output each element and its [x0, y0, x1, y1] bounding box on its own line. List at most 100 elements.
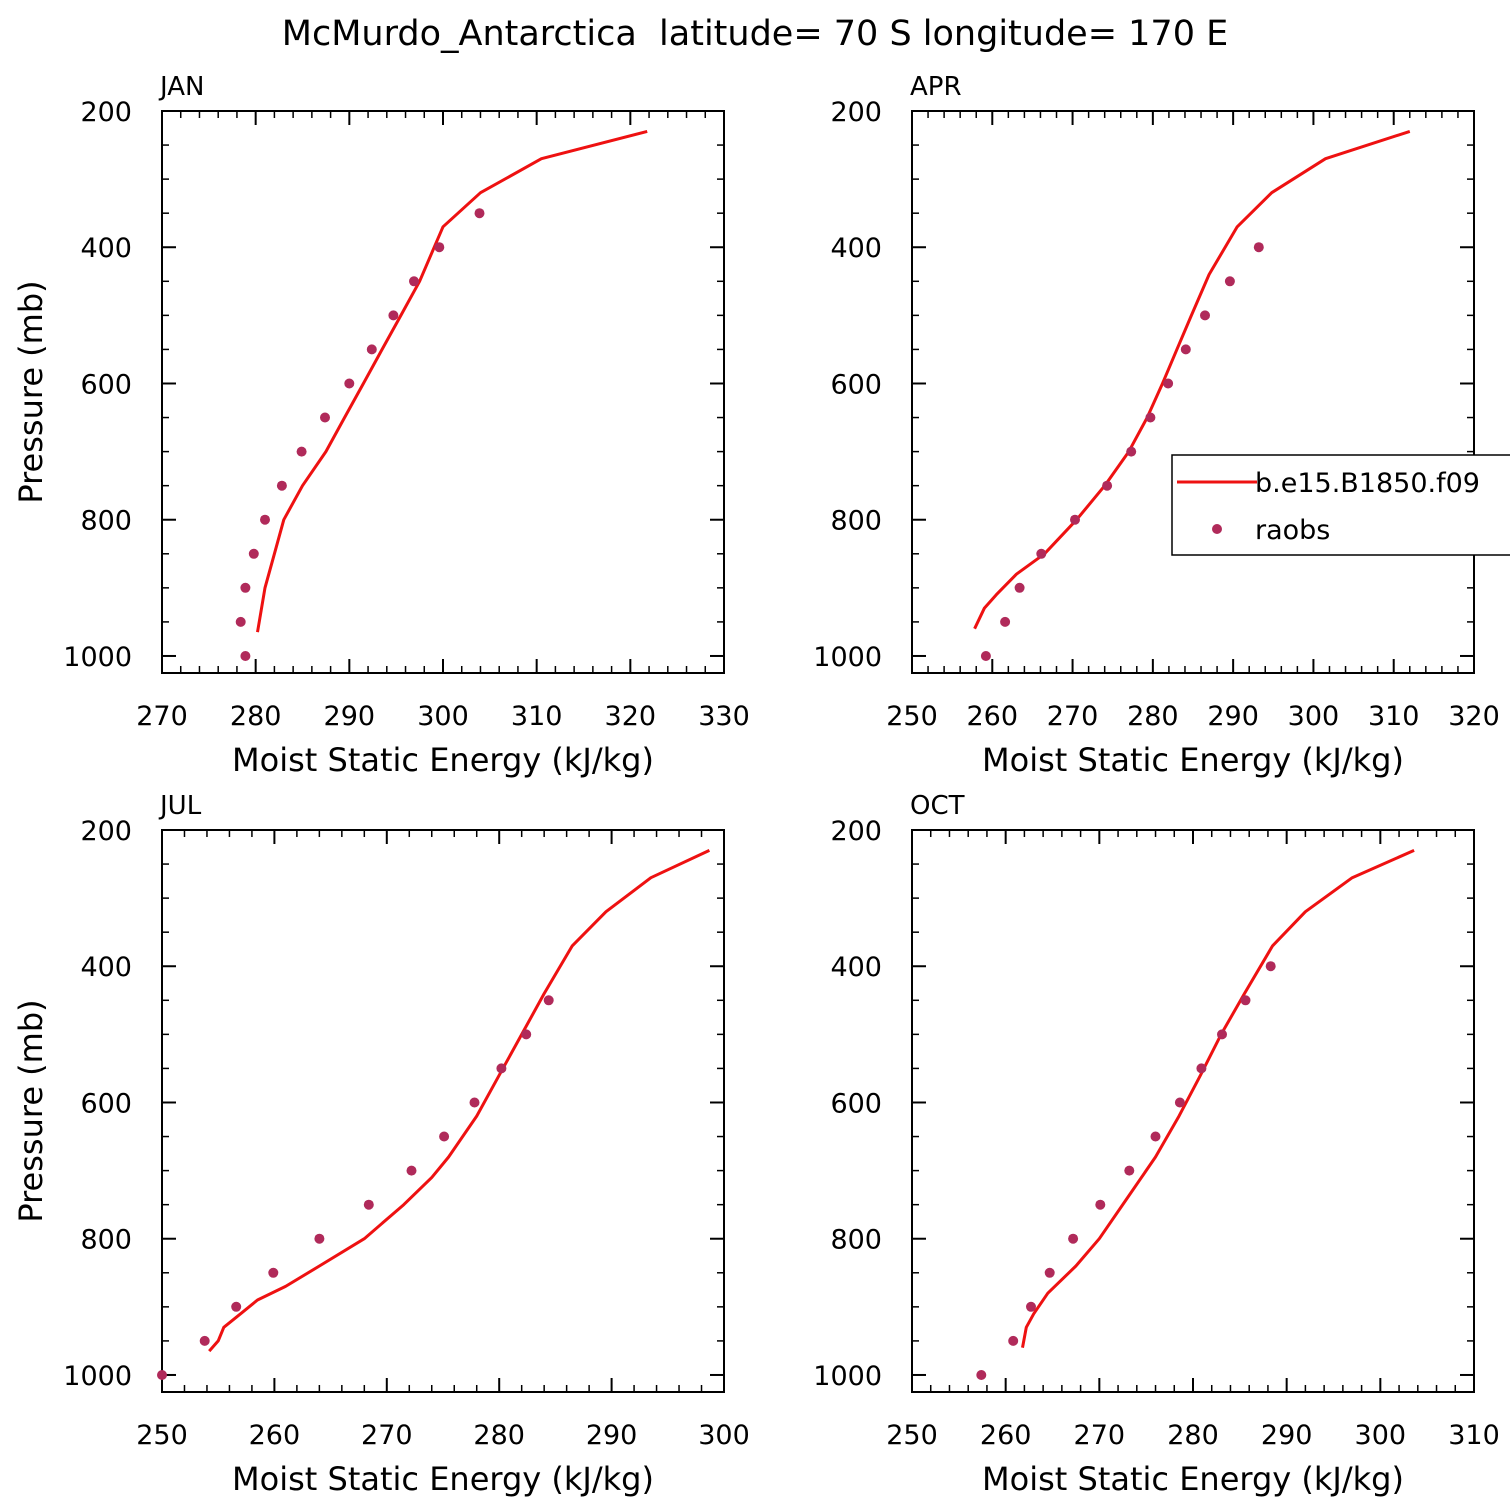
- panel-label: JAN: [158, 72, 204, 102]
- x-tick-label: 260: [249, 1420, 301, 1451]
- obs-point: [543, 995, 554, 1006]
- obs-point: [1174, 1097, 1185, 1108]
- obs-point: [1240, 995, 1251, 1006]
- panel-jul: 250 260 270 280 290 300 200 400 600 800 1000 Moist …: [12, 791, 750, 1498]
- x-tick-label: 330: [698, 701, 750, 732]
- y-tick-label: 200: [830, 97, 882, 128]
- obs-point: [314, 1233, 325, 1244]
- y-axis-label: Pressure (mb): [12, 280, 50, 503]
- y-tick-label: 200: [80, 816, 132, 847]
- obs-point: [388, 310, 399, 321]
- obs-point: [1000, 616, 1011, 627]
- y-tick-label: 400: [830, 952, 882, 983]
- obs-point: [976, 1370, 987, 1380]
- obs-point: [240, 582, 251, 593]
- x-tick-label: 300: [1355, 1420, 1407, 1451]
- y-tick-label: 400: [830, 233, 882, 264]
- obs-point: [406, 1165, 417, 1176]
- y-tick-label: 600: [80, 369, 132, 400]
- y-tick-label: 1000: [63, 642, 132, 673]
- obs-point: [434, 242, 445, 253]
- obs-point: [1200, 310, 1210, 321]
- x-tick-label: 280: [1167, 1420, 1219, 1451]
- obs-point: [248, 548, 259, 559]
- x-tick-label: 320: [1448, 701, 1500, 732]
- obs-point: [240, 651, 251, 661]
- x-tick-label: 280: [1127, 701, 1179, 732]
- x-tick-label: 250: [886, 701, 938, 732]
- obs-point: [276, 480, 287, 491]
- legend-obs-marker: [1212, 524, 1222, 534]
- panel-label: OCT: [910, 791, 965, 821]
- x-tick-label: 270: [1074, 1420, 1126, 1451]
- obs-point: [199, 1335, 210, 1346]
- obs-point: [1102, 480, 1113, 491]
- obs-point: [496, 1063, 507, 1074]
- obs-point: [1126, 446, 1137, 457]
- obs-point: [363, 1199, 374, 1210]
- y-tick-label: 800: [80, 1225, 132, 1256]
- x-tick-label: 260: [980, 1420, 1032, 1451]
- x-axis-label: Moist Static Energy (kJ/kg): [982, 1460, 1404, 1498]
- panel-label: JUL: [158, 791, 202, 821]
- y-tick-label: 200: [830, 816, 882, 847]
- y-tick-label: 800: [80, 506, 132, 537]
- obs-point: [1036, 548, 1047, 559]
- x-tick-label: 270: [361, 1420, 413, 1451]
- obs-point: [1008, 1335, 1019, 1346]
- x-tick-label: 260: [967, 701, 1019, 732]
- x-tick-label: 300: [1288, 701, 1340, 732]
- legend: b.e15.B1850.f09 raobs: [1171, 454, 1510, 556]
- x-tick-label: 300: [698, 1420, 750, 1451]
- x-axis-label: Moist Static Energy (kJ/kg): [232, 741, 654, 779]
- obs-point: [260, 514, 270, 525]
- x-tick-label: 320: [605, 701, 657, 732]
- model-line: [1021, 849, 1415, 1348]
- x-tick-label: 310: [511, 701, 563, 732]
- y-tick-label: 600: [830, 369, 882, 400]
- x-tick-label: 250: [886, 1420, 938, 1451]
- x-tick-label: 290: [1207, 701, 1259, 732]
- obs-point: [1265, 961, 1276, 972]
- figure-title: McMurdo_Antarctica latitude= 70 S longit…: [282, 14, 1228, 54]
- x-axis-label: Moist Static Energy (kJ/kg): [982, 741, 1404, 779]
- model-line: [208, 849, 711, 1353]
- y-tick-label: 600: [830, 1088, 882, 1119]
- obs-point: [235, 616, 246, 627]
- y-tick-label: 600: [80, 1088, 132, 1119]
- obs-point: [980, 651, 991, 661]
- obs-point: [1026, 1301, 1036, 1312]
- panels: 270 280 290 300 310 320 330 200 400 600 800 1000 Moi…: [12, 72, 1500, 1498]
- obs-point: [1150, 1131, 1161, 1142]
- legend-model-label: b.e15.B1850.f09: [1255, 468, 1480, 499]
- obs-point: [268, 1267, 279, 1278]
- obs-point: [157, 1370, 167, 1380]
- x-tick-label: 270: [1047, 701, 1099, 732]
- x-tick-label: 280: [473, 1420, 525, 1451]
- x-axis-label: Moist Static Energy (kJ/kg): [232, 1460, 654, 1498]
- y-axis-label: Pressure (mb): [12, 999, 50, 1222]
- plot-frame: [911, 110, 1475, 674]
- obs-point: [469, 1097, 480, 1108]
- plot-frame: [161, 829, 725, 1393]
- x-tick-label: 300: [417, 701, 469, 732]
- obs-point: [409, 276, 419, 287]
- y-tick-label: 200: [80, 97, 132, 128]
- x-tick-label: 290: [1261, 1420, 1313, 1451]
- obs-point: [366, 344, 377, 355]
- y-tick-label: 400: [80, 233, 132, 264]
- obs-point: [1014, 582, 1025, 593]
- obs-point: [1145, 412, 1156, 423]
- y-tick-label: 1000: [813, 642, 882, 673]
- obs-point: [1253, 242, 1264, 253]
- plot-frame: [911, 829, 1475, 1393]
- x-tick-label: 290: [324, 701, 376, 732]
- obs-point: [1068, 1233, 1079, 1244]
- obs-point: [231, 1301, 242, 1312]
- legend-obs-label: raobs: [1255, 515, 1330, 546]
- obs-point: [1196, 1063, 1207, 1074]
- y-tick-label: 1000: [63, 1361, 132, 1392]
- x-tick-label: 280: [230, 701, 282, 732]
- y-tick-label: 800: [830, 1225, 882, 1256]
